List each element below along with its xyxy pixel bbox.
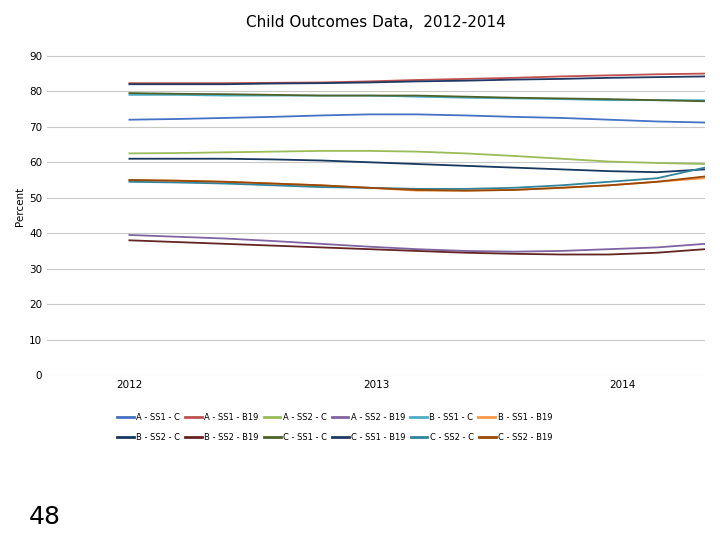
Title: Child Outcomes Data,  2012-2014: Child Outcomes Data, 2012-2014 (246, 15, 506, 30)
Text: 48: 48 (29, 505, 60, 529)
Legend: B - SS2 - C, B - SS2 - B19, C - SS1 - C, C - SS1 - B19, C - SS2 - C, C - SS2 - B: B - SS2 - C, B - SS2 - B19, C - SS1 - C,… (117, 433, 553, 442)
Y-axis label: Percent: Percent (15, 187, 25, 226)
